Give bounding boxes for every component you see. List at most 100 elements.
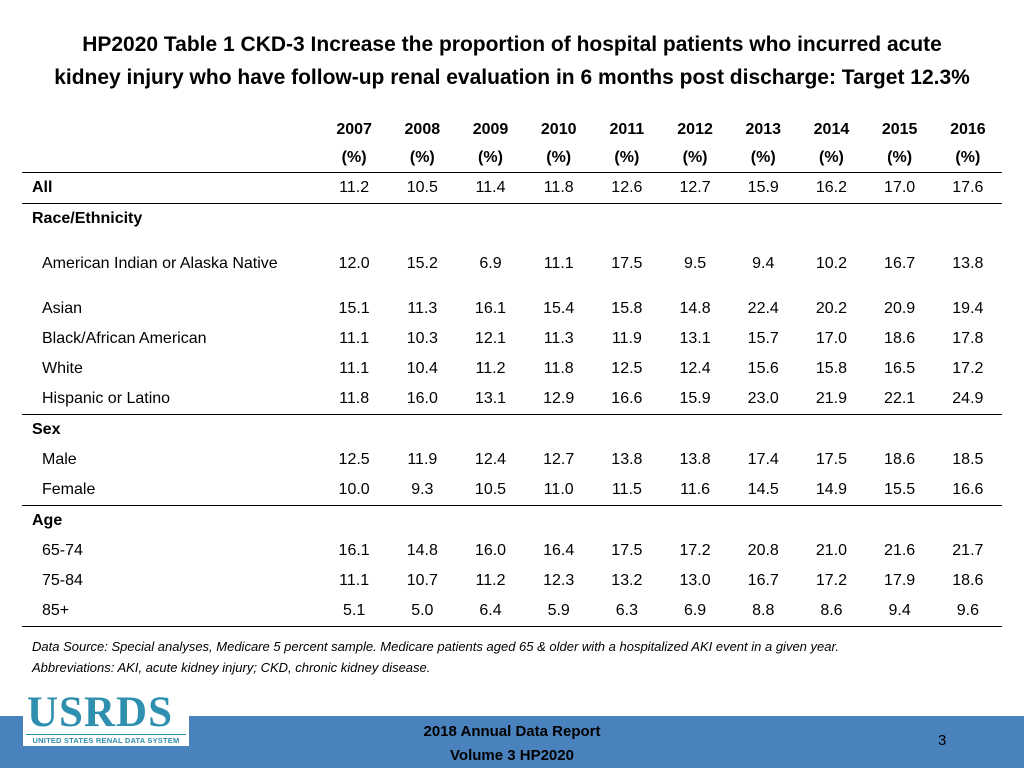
cell: 14.8: [406, 542, 438, 559]
row-label: American Indian or Alaska Native: [42, 255, 278, 272]
source-line-1: Data Source: Special analyses, Medicare …: [32, 639, 839, 654]
cell: 15.8: [611, 300, 643, 317]
cell: 11.2: [475, 360, 506, 377]
cell: 17.2: [952, 360, 984, 377]
cell: 5.0: [388, 596, 457, 627]
cell: 11.0: [524, 475, 593, 506]
cell: 12.5: [338, 451, 370, 468]
row-label: Female: [22, 475, 321, 506]
cell: 17.9: [884, 572, 916, 589]
row-label: 75-84: [42, 572, 83, 589]
table-row-aian: American Indian or Alaska Native 12.0 15…: [22, 234, 1002, 294]
cell: 12.1: [474, 330, 507, 347]
cell: 11.9: [407, 451, 438, 468]
header-year: 2016: [950, 121, 986, 138]
cell: 21.0: [815, 542, 847, 559]
header-row-units: (%) (%) (%) (%) (%) (%) (%) (%) (%) (%): [22, 144, 1002, 173]
cell: 18.6: [884, 330, 916, 347]
cell: 11.6: [660, 475, 730, 506]
table-row-male: Male 12.5 11.9 12.4 12.7 13.8 13.8 17.4 …: [22, 445, 1002, 475]
cell: 16.6: [933, 475, 1002, 506]
logo-text: USRDS: [27, 689, 173, 736]
section-heading-race: Race/Ethnicity: [22, 204, 1002, 235]
header-year: 2012: [677, 121, 713, 138]
cell: 9.5: [683, 255, 707, 272]
cell: 20.9: [884, 300, 916, 317]
cell: 16.0: [388, 384, 457, 415]
cell: 11.2: [320, 172, 389, 204]
row-label: Asian: [42, 300, 83, 317]
cell: 12.4: [474, 451, 507, 468]
header-year: 2008: [404, 121, 441, 138]
table-row-age-85: 85+ 5.1 5.0 6.4 5.9 6.3 6.9 8.8 8.6 9.4 …: [22, 596, 1002, 627]
table-row-white: White 11.1 10.4 11.2 11.8 12.5 12.4 15.6…: [22, 354, 1002, 384]
cell: 9.3: [388, 475, 457, 506]
header-unit: (%): [320, 144, 389, 173]
cell: 17.0: [865, 172, 934, 204]
header-unit: (%): [388, 144, 457, 173]
cell: 23.0: [729, 384, 798, 415]
usrds-logo: USRDS UNITED STATES RENAL DATA SYSTEM: [23, 690, 189, 746]
cell: 9.4: [865, 596, 934, 627]
cell: 8.8: [729, 596, 798, 627]
cell: 17.2: [679, 542, 711, 559]
cell: 15.7: [747, 330, 779, 347]
cell: 6.9: [479, 255, 502, 272]
cell: 11.8: [524, 172, 593, 204]
data-source-note: Data Source: Special analyses, Medicare …: [32, 636, 1012, 678]
cell: 16.2: [797, 172, 866, 204]
header-blank: [22, 144, 321, 173]
cell: 10.5: [388, 172, 457, 204]
cell: 10.2: [815, 255, 847, 272]
table-row-asian: Asian 15.1 11.3 16.1 15.4 15.8 14.8 22.4…: [22, 294, 1002, 324]
cell: 9.6: [933, 596, 1002, 627]
cell: 15.1: [338, 300, 370, 317]
cell: 5.1: [320, 596, 389, 627]
cell: 17.2: [815, 572, 847, 589]
section-heading: Race/Ethnicity: [32, 210, 143, 227]
cell: 10.5: [456, 475, 525, 506]
cell: 11.8: [543, 360, 574, 377]
cell: 11.5: [592, 475, 661, 506]
header-year: 2009: [472, 121, 509, 138]
cell: 17.5: [815, 451, 847, 468]
cell: 11.4: [456, 172, 525, 204]
cell: 6.3: [592, 596, 661, 627]
cell: 10.3: [406, 330, 438, 347]
cell: 12.5: [611, 360, 643, 377]
table-row-black: Black/African American 11.1 10.3 12.1 11…: [22, 324, 1002, 354]
cell: 15.9: [660, 384, 730, 415]
cell: 21.6: [884, 542, 916, 559]
cell: 21.7: [952, 542, 984, 559]
row-label: 85+: [22, 596, 321, 627]
cell: 11.1: [339, 572, 370, 589]
cell: 11.1: [339, 360, 370, 377]
cell: 16.7: [747, 572, 779, 589]
cell: 17.6: [933, 172, 1002, 204]
cell: 17.5: [611, 255, 643, 272]
cell: 12.3: [543, 572, 575, 589]
cell: 16.5: [884, 360, 916, 377]
cell: 14.9: [797, 475, 866, 506]
header-unit: (%): [865, 144, 934, 173]
source-line-2: Abbreviations: AKI, acute kidney injury;…: [32, 660, 431, 675]
cell: 12.7: [543, 451, 575, 468]
row-label: Hispanic or Latino: [22, 384, 321, 415]
cell: 16.7: [884, 255, 916, 272]
header-year: 2007: [336, 121, 372, 138]
report-line-1: 2018 Annual Data Report: [423, 723, 601, 740]
section-heading-sex: Sex: [22, 415, 1002, 446]
row-label: 65-74: [42, 542, 83, 559]
header-unit: (%): [456, 144, 525, 173]
row-label: White: [42, 360, 83, 377]
cell: 6.9: [660, 596, 730, 627]
cell: 16.6: [592, 384, 661, 415]
page-number: 3: [938, 732, 947, 749]
cell: 12.7: [660, 172, 730, 204]
row-label: Black/African American: [42, 330, 207, 347]
header-year: 2014: [813, 121, 850, 138]
cell: 18.5: [952, 451, 984, 468]
cell: 14.8: [679, 300, 711, 317]
logo-subtitle: UNITED STATES RENAL DATA SYSTEM: [32, 736, 180, 745]
cell: 17.0: [815, 330, 847, 347]
